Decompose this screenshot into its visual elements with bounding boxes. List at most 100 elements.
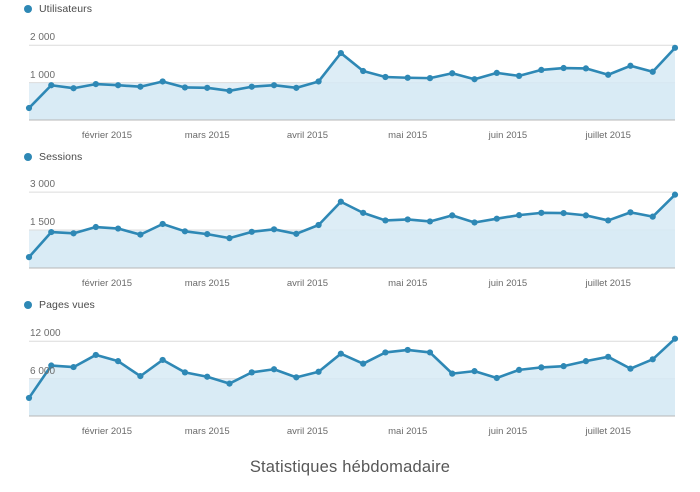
data-point-marker[interactable] xyxy=(471,76,478,83)
data-point-marker[interactable] xyxy=(560,363,567,370)
data-point-marker[interactable] xyxy=(493,215,500,222)
data-point-marker[interactable] xyxy=(181,369,189,376)
plot-area-pages-vues[interactable]: 6 000 12 000 xyxy=(0,314,700,424)
data-point-marker[interactable] xyxy=(92,81,99,88)
data-point-marker[interactable] xyxy=(204,373,211,380)
data-point-marker[interactable] xyxy=(605,353,612,360)
data-point-marker[interactable] xyxy=(115,225,122,232)
data-point-marker[interactable] xyxy=(627,365,634,372)
data-point-marker[interactable] xyxy=(70,363,77,371)
chart-legend-pages-vues: Pages vues xyxy=(0,296,700,314)
data-point-marker[interactable] xyxy=(493,374,500,382)
data-point-marker[interactable] xyxy=(582,65,589,72)
data-point-marker[interactable] xyxy=(515,212,523,219)
data-point-marker[interactable] xyxy=(92,351,99,359)
x-axis-tick-label: juin 2015 xyxy=(488,130,528,141)
data-point-marker[interactable] xyxy=(293,230,300,237)
data-point-marker[interactable] xyxy=(515,366,523,373)
data-point-marker[interactable] xyxy=(159,356,166,364)
data-point-marker[interactable] xyxy=(671,335,679,342)
data-point-marker[interactable] xyxy=(538,209,545,216)
data-point-marker[interactable] xyxy=(649,68,656,75)
data-point-marker[interactable] xyxy=(493,69,500,76)
data-point-marker[interactable] xyxy=(226,87,233,94)
data-point-marker[interactable] xyxy=(360,360,367,367)
data-point-marker[interactable] xyxy=(226,235,233,242)
data-point-marker[interactable] xyxy=(270,366,278,373)
data-point-marker[interactable] xyxy=(70,230,77,237)
data-point-marker[interactable] xyxy=(115,358,122,365)
data-point-marker[interactable] xyxy=(25,104,33,112)
data-point-marker[interactable] xyxy=(404,216,411,223)
data-point-marker[interactable] xyxy=(315,221,322,229)
data-point-marker[interactable] xyxy=(404,346,411,354)
data-point-marker[interactable] xyxy=(270,82,278,89)
x-axis-tick-label: février 2015 xyxy=(81,426,133,437)
data-point-marker[interactable] xyxy=(649,213,656,220)
data-point-marker[interactable] xyxy=(337,350,344,357)
data-point-marker[interactable] xyxy=(404,74,411,81)
data-point-marker[interactable] xyxy=(471,368,478,375)
plot-area-utilisateurs[interactable]: 1 000 2 000 xyxy=(0,18,700,128)
data-point-marker[interactable] xyxy=(605,71,612,78)
data-point-marker[interactable] xyxy=(25,394,33,402)
data-point-marker[interactable] xyxy=(627,62,634,69)
data-point-marker[interactable] xyxy=(181,84,189,91)
x-axis-tick-label: mars 2015 xyxy=(184,130,230,141)
data-point-marker[interactable] xyxy=(426,218,434,225)
data-point-marker[interactable] xyxy=(426,349,434,356)
data-point-marker[interactable] xyxy=(137,83,144,90)
data-point-marker[interactable] xyxy=(538,364,545,371)
data-point-marker[interactable] xyxy=(649,356,656,363)
data-point-marker[interactable] xyxy=(560,210,567,217)
data-point-marker[interactable] xyxy=(48,362,55,369)
data-point-marker[interactable] xyxy=(315,78,322,85)
data-point-marker[interactable] xyxy=(337,198,344,205)
data-point-marker[interactable] xyxy=(137,231,144,238)
data-point-marker[interactable] xyxy=(471,219,478,226)
data-point-marker[interactable] xyxy=(25,254,33,261)
data-point-marker[interactable] xyxy=(226,380,233,387)
data-point-marker[interactable] xyxy=(382,73,389,81)
data-point-marker[interactable] xyxy=(449,70,456,77)
data-point-marker[interactable] xyxy=(582,358,589,365)
data-point-marker[interactable] xyxy=(560,64,567,72)
series-line xyxy=(27,193,677,259)
data-point-marker[interactable] xyxy=(92,223,99,231)
data-point-marker[interactable] xyxy=(248,83,255,90)
data-point-marker[interactable] xyxy=(70,85,77,92)
data-point-marker[interactable] xyxy=(204,84,211,91)
data-point-marker[interactable] xyxy=(315,368,322,375)
data-point-marker[interactable] xyxy=(248,228,255,235)
data-point-marker[interactable] xyxy=(48,228,55,236)
data-point-marker[interactable] xyxy=(582,212,589,219)
data-point-marker[interactable] xyxy=(159,78,166,85)
data-point-marker[interactable] xyxy=(671,191,679,198)
data-point-marker[interactable] xyxy=(293,374,300,381)
plot-area-sessions[interactable]: 1 500 3 000 xyxy=(0,166,700,276)
data-point-marker[interactable] xyxy=(270,226,278,233)
data-point-marker[interactable] xyxy=(137,373,144,380)
data-point-marker[interactable] xyxy=(293,84,300,91)
data-point-marker[interactable] xyxy=(115,82,122,89)
data-point-marker[interactable] xyxy=(360,209,367,216)
data-point-marker[interactable] xyxy=(382,349,389,356)
data-point-marker[interactable] xyxy=(605,217,612,224)
chart-svg xyxy=(25,335,679,417)
x-axis-tick-label: juillet 2015 xyxy=(585,130,631,141)
data-point-marker[interactable] xyxy=(515,72,523,79)
data-point-marker[interactable] xyxy=(671,44,679,51)
data-point-marker[interactable] xyxy=(360,67,367,75)
data-point-marker[interactable] xyxy=(449,212,456,219)
data-point-marker[interactable] xyxy=(449,370,456,377)
data-point-marker[interactable] xyxy=(627,209,634,216)
data-point-marker[interactable] xyxy=(382,217,389,224)
data-point-marker[interactable] xyxy=(48,82,55,89)
data-point-marker[interactable] xyxy=(159,220,166,228)
data-point-marker[interactable] xyxy=(337,49,344,57)
data-point-marker[interactable] xyxy=(426,75,434,82)
data-point-marker[interactable] xyxy=(538,66,545,73)
data-point-marker[interactable] xyxy=(248,369,255,376)
data-point-marker[interactable] xyxy=(181,228,189,235)
data-point-marker[interactable] xyxy=(204,231,211,238)
